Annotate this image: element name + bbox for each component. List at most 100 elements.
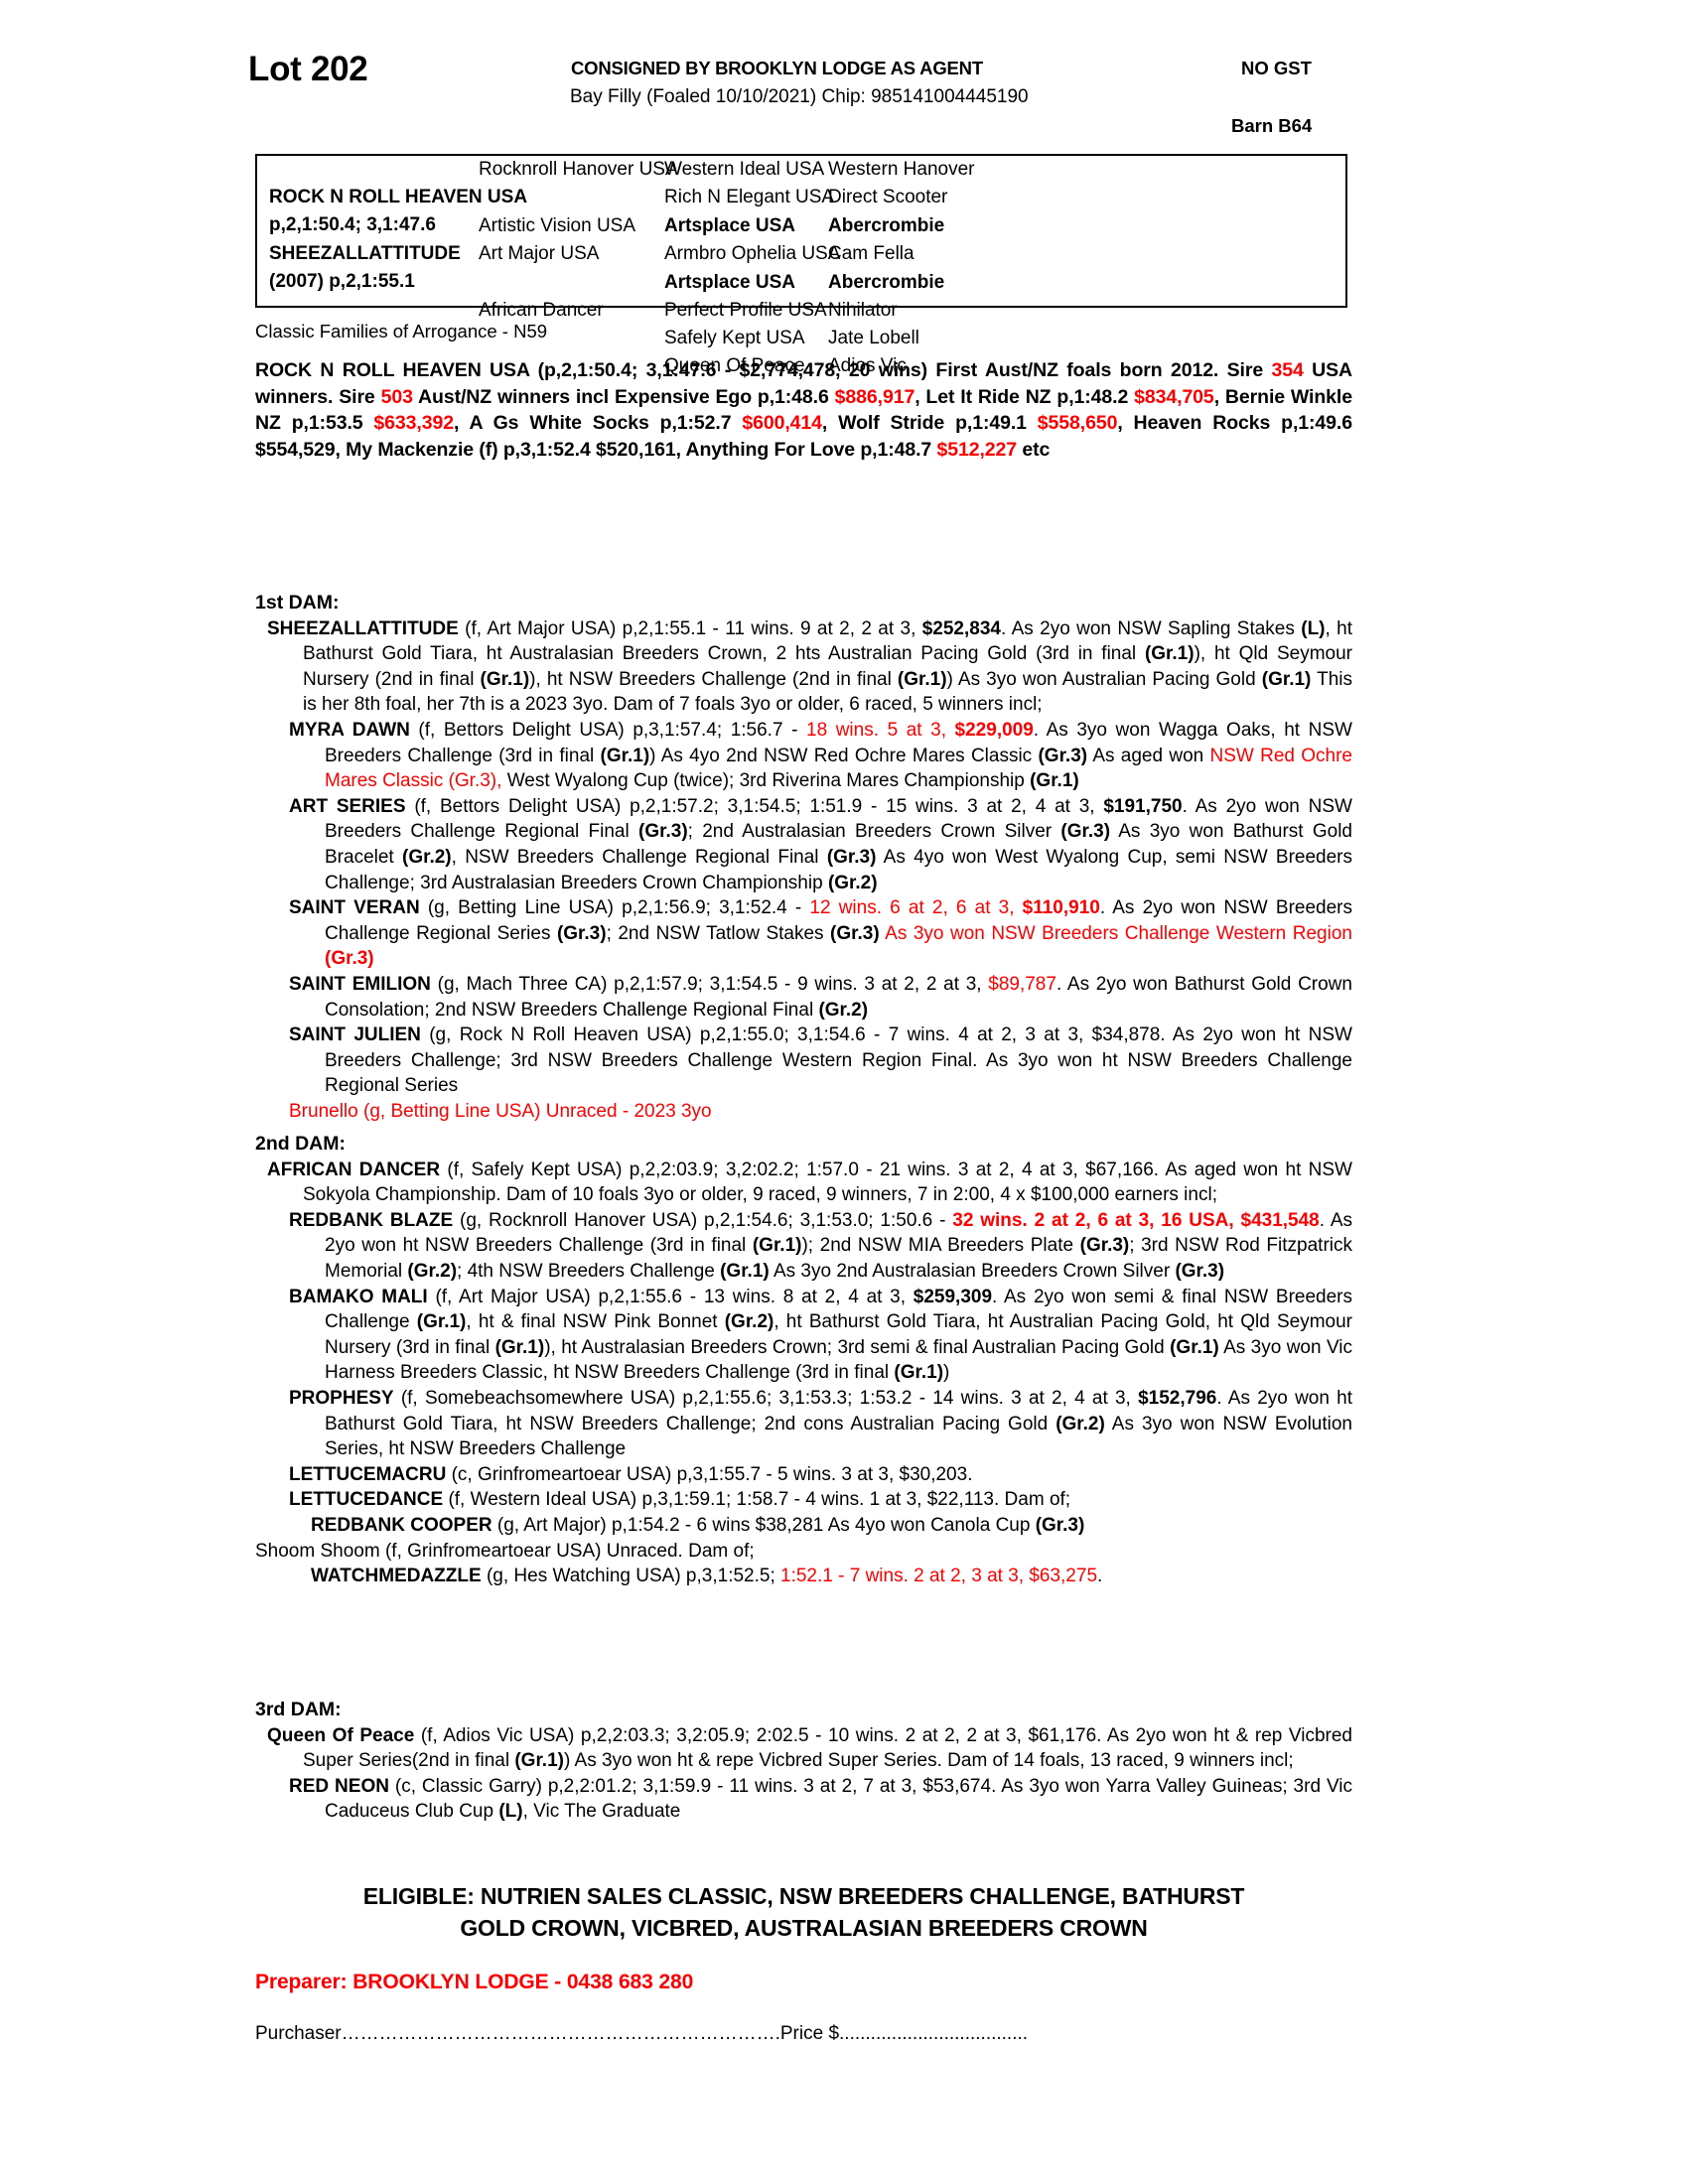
pedigree-g1: Western Ideal USA	[664, 159, 825, 180]
barn-label: Barn B64	[1231, 115, 1313, 136]
group-badge: (Gr.1)	[600, 745, 650, 766]
entry-text: (f, Art Major USA) p,2,1:55.6 - 13 wins.…	[427, 1286, 914, 1307]
entry-highlight-red: NSW Red Ochre Mares Classic (Gr.3),	[325, 745, 1352, 792]
entry-text: This is her 8th foal, her 7th is a 2023 …	[303, 668, 1353, 716]
entry-earnings-red: $89,787	[988, 973, 1056, 995]
entry-name: SAINT EMILION	[289, 973, 431, 995]
entry-text: (f, Bettors Delight USA) p,3,1:57.4; 1:5…	[409, 719, 806, 741]
entry-name: MYRA DAWN	[289, 719, 410, 741]
group-badge: (Gr.2)	[818, 999, 869, 1021]
entry-earnings-red: $229,009	[954, 719, 1034, 741]
entry-text: . As 3yo won Wagga Oaks, ht NSW Breeders…	[325, 719, 1352, 766]
pedigree-entry-redbank-cooper: REDBANK COOPER (g, Art Major) p,1:54.2 -…	[255, 1513, 1352, 1539]
pedigree-gg8: Adios Vic	[828, 355, 907, 376]
pedigree-g2: Rich N Elegant USA	[664, 187, 835, 207]
entry-earnings-red: $110,910	[1022, 897, 1100, 919]
entry-text: (c, Classic Garry) p,2,2:01.2; 3,1:59.9 …	[325, 1775, 1353, 1823]
group-badge: (Gr.3)	[1035, 1514, 1085, 1536]
gst-status: NO GST	[1241, 58, 1312, 78]
pedigree-sire-name: ROCK N ROLL HEAVEN USA	[269, 187, 528, 207]
page-content: Lot 202 CONSIGNED BY BROOKLYN LODGE AS A…	[248, 40, 1352, 2044]
pedigree-entry-lettucedance: LETTUCEDANCE (f, Western Ideal USA) p,3,…	[255, 1487, 1352, 1513]
pedigree-entry-prophesy: PROPHESY (f, Somebeachsomewhere USA) p,2…	[255, 1386, 1352, 1462]
sire-text-4: , Let It Ride NZ p,1:48.2	[914, 385, 1135, 408]
entry-text: ; 2nd Australasian Breeders Crown Silver	[687, 821, 1061, 843]
entry-name: WATCHMEDAZZLE	[311, 1566, 482, 1587]
entry-text: . As 2yo won NSW Breeders Challenge Regi…	[325, 897, 1352, 944]
entry-text: .	[1097, 1566, 1103, 1587]
pedigree-gg2: Direct Scooter	[828, 187, 948, 207]
eligible-line-2: GOLD CROWN, VICBRED, AUSTRALASIAN BREEDE…	[460, 1915, 1148, 1941]
entry-text: . As 2yo won ht NSW Breeders Challenge (…	[325, 1209, 1352, 1257]
entry-text: (g, Rocknroll Hanover USA) p,2,1:54.6; 3…	[453, 1209, 953, 1231]
third-dam-section: 3rd DAM: Queen Of Peace (f, Adios Vic US…	[255, 1698, 1352, 1825]
entry-wins-red: 18 wins. 5 at 3,	[806, 719, 955, 741]
entry-highlight-red: As 3yo won NSW Breeders Challenge Wester…	[885, 922, 1352, 944]
pedigree-entry-myra-dawn: MYRA DAWN (f, Bettors Delight USA) p,3,1…	[255, 718, 1352, 794]
pedigree-entry-brunello: Brunello (g, Betting Line USA) Unraced -…	[289, 1100, 712, 1122]
pedigree-g6: Perfect Profile USA	[664, 300, 827, 321]
group-badge-red: (Gr.3)	[325, 948, 374, 970]
pedigree-sire-dam: Artistic Vision USA	[479, 215, 636, 236]
entry-text: (f, Western Ideal USA) p,3,1:59.1; 1:58.…	[443, 1489, 1071, 1511]
pedigree-dam-record: (2007) p,2,1:55.1	[269, 271, 415, 292]
entry-text: , ht Bathurst Gold Tiara, ht Australasia…	[303, 617, 1353, 665]
group-badge: (Gr.1)	[1144, 643, 1195, 665]
group-badge: (Gr.1)	[416, 1311, 467, 1333]
entry-name: REDBANK COOPER	[311, 1514, 492, 1536]
entry-text: (f, Somebeachsomewhere USA) p,2,1:55.6; …	[393, 1387, 1139, 1409]
entry-text: ), ht NSW Breeders Challenge (2nd in fin…	[529, 668, 898, 690]
entry-text: ), ht Australasian Breeders Crown; 3rd s…	[544, 1336, 1171, 1358]
entry-wins-red: 12 wins. 6 at 2, 6 at 3,	[809, 897, 1023, 919]
group-badge: (Gr.3)	[826, 846, 877, 868]
group-badge: (Gr.3)	[1038, 745, 1088, 766]
pedigree-entry-redbank-blaze: REDBANK BLAZE (g, Rocknroll Hanover USA)…	[255, 1208, 1352, 1285]
group-badge: (Gr.1)	[1261, 668, 1312, 690]
entry-text: (g, Hes Watching USA) p,3,1:52.5;	[481, 1566, 781, 1587]
entry-text: West Wyalong Cup (twice); 3rd Riverina M…	[501, 770, 1031, 792]
pedigree-entry-african-dancer: AFRICAN DANCER (f, Safely Kept USA) p,2,…	[255, 1158, 1352, 1208]
sire-summary-paragraph: ROCK N ROLL HEAVEN USA (p,2,1:50.4; 3,1:…	[255, 357, 1352, 463]
group-badge: (Gr.3)	[1175, 1260, 1225, 1282]
pedigree-sire-record: p,2,1:50.4; 3,1:47.6	[269, 214, 436, 235]
entry-text: , ht Bathurst Gold Tiara, ht Australian …	[325, 1311, 1353, 1358]
entry-wins-red: 1:52.1 - 7 wins. 2 at 2, 3 at 3, $63,275	[780, 1566, 1098, 1587]
preparer-line: Preparer: BROOKLYN LODGE - 0438 683 280	[255, 1971, 694, 1993]
group-badge: (Gr.2)	[402, 846, 452, 868]
group-badge: (Gr.3)	[1060, 821, 1111, 843]
group-badge: (Gr.3)	[556, 922, 607, 944]
pedigree-table: ROCK N ROLL HEAVEN USA p,2,1:50.4; 3,1:4…	[255, 154, 1347, 376]
first-dam-heading: 1st DAM:	[255, 592, 340, 614]
group-badge: (Gr.2)	[724, 1311, 774, 1333]
sire-text-1: ROCK N ROLL HEAVEN USA (p,2,1:50.4; 3,1:…	[255, 359, 1272, 381]
entry-text: )	[943, 1362, 950, 1384]
eligible-line-1: ELIGIBLE: NUTRIEN SALES CLASSIC, NSW BRE…	[362, 1883, 1245, 1909]
entry-text: As 3yo won Vic Harness Breeders Classic,…	[325, 1336, 1353, 1384]
entry-name: REDBANK BLAZE	[289, 1209, 454, 1231]
group-badge: (Gr.3)	[638, 821, 688, 843]
second-dam-heading: 2nd DAM:	[255, 1133, 346, 1155]
entry-text: (g, Art Major) p,1:54.2 - 6 wins $38,281…	[492, 1514, 1036, 1536]
sire-money-3: $633,392	[373, 412, 454, 434]
entry-earnings: $152,796	[1138, 1387, 1217, 1409]
entry-text: . As 2yo won NSW Sapling Stakes	[1000, 617, 1302, 639]
entry-text: As aged won	[1087, 745, 1210, 766]
sire-money-5: $558,650	[1037, 412, 1118, 434]
group-badge: (Gr.2)	[1055, 1413, 1105, 1434]
pedigree-dam-dam: African Dancer	[479, 300, 604, 321]
group-badge: (Gr.1)	[752, 1235, 802, 1257]
entry-text: ; 2nd NSW Tatlow Stakes	[606, 922, 831, 944]
entry-name: RED NEON	[289, 1775, 389, 1797]
entry-text: As 3yo won Bathurst Gold Bracelet	[325, 821, 1352, 868]
pedigree-entry-bamako-mali: BAMAKO MALI (f, Art Major USA) p,2,1:55.…	[255, 1285, 1352, 1386]
pedigree-g5: Artsplace USA	[664, 272, 795, 293]
entry-text: As 3yo 2nd Australasian Breeders Crown S…	[769, 1260, 1176, 1282]
entry-text: ) As 3yo won Australian Pacing Gold	[946, 668, 1262, 690]
entry-text: . As 2yo won Bathurst Gold Crown Consola…	[325, 973, 1352, 1021]
lot-number: Lot 202	[248, 50, 368, 88]
sire-money-1: $886,917	[834, 385, 915, 408]
sire-anz-winners: 503	[380, 385, 413, 408]
pedigree-g4: Armbro Ophelia USA	[664, 243, 841, 264]
entry-name: SHEEZALLATTITUDE	[267, 617, 459, 639]
